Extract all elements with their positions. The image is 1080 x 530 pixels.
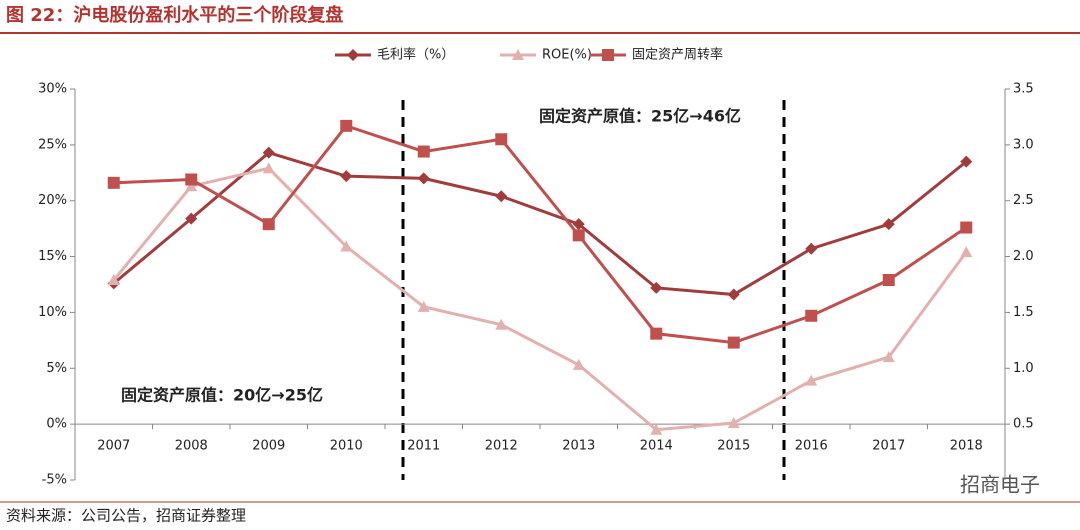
point bbox=[727, 336, 740, 349]
x-tick-label: 2008 bbox=[175, 439, 208, 454]
x-tick-label: 2012 bbox=[485, 439, 518, 454]
point bbox=[417, 300, 430, 312]
y-tick-label: 30% bbox=[38, 82, 67, 97]
point bbox=[185, 180, 198, 192]
point bbox=[495, 318, 508, 330]
point bbox=[495, 190, 508, 203]
x-tick-label: 2017 bbox=[872, 439, 905, 454]
point bbox=[602, 49, 614, 61]
x-tick-label: 2010 bbox=[330, 439, 363, 454]
x-tick-label: 2016 bbox=[795, 439, 828, 454]
y2-tick-label: 3.5 bbox=[1013, 82, 1034, 97]
point bbox=[572, 229, 585, 242]
y2-tick-label: 1.5 bbox=[1013, 305, 1034, 320]
point bbox=[512, 49, 524, 60]
y2-tick-label: 3.0 bbox=[1013, 137, 1034, 152]
point bbox=[340, 119, 353, 132]
y2-tick-label: 0.5 bbox=[1013, 417, 1034, 432]
x-tick-label: 2018 bbox=[950, 439, 983, 454]
x-tick-label: 2014 bbox=[640, 439, 673, 454]
point bbox=[882, 351, 895, 363]
point bbox=[882, 274, 895, 287]
point bbox=[262, 162, 275, 174]
y-tick-label: 10% bbox=[38, 305, 67, 320]
y-tick-label: 5% bbox=[46, 361, 67, 376]
source: 资料来源：公司公告，招商证券整理 bbox=[6, 507, 246, 525]
y-tick-label: 25% bbox=[38, 137, 67, 152]
y-tick-label: 20% bbox=[38, 193, 67, 208]
page-title: 图 22：沪电股份盈利水平的三个阶段复盘 bbox=[6, 4, 343, 26]
point bbox=[262, 146, 275, 159]
point bbox=[650, 281, 663, 294]
point bbox=[340, 170, 353, 183]
point bbox=[107, 274, 120, 286]
y2-tick-label: 2.0 bbox=[1013, 249, 1034, 264]
point bbox=[572, 218, 585, 231]
legend-label: 固定资产周转率 bbox=[632, 47, 723, 63]
point bbox=[960, 221, 973, 234]
line bbox=[112, 166, 968, 432]
point bbox=[805, 309, 818, 322]
legend-label: 毛利率（%） bbox=[377, 47, 454, 63]
legend-label: ROE(%) bbox=[542, 48, 592, 63]
line bbox=[113, 124, 968, 345]
point bbox=[727, 288, 740, 301]
y-tick-label: -5% bbox=[42, 473, 67, 488]
point bbox=[572, 358, 585, 370]
point bbox=[960, 155, 973, 168]
point bbox=[262, 218, 275, 231]
point bbox=[727, 417, 740, 429]
point bbox=[185, 212, 198, 225]
point bbox=[185, 173, 198, 186]
x-tick-label: 2009 bbox=[252, 439, 285, 454]
point bbox=[805, 374, 818, 386]
y2-tick-label: 1.0 bbox=[1013, 361, 1034, 376]
point bbox=[882, 218, 895, 231]
annotation: 固定资产原值：20亿→25亿 bbox=[121, 386, 323, 405]
point bbox=[495, 133, 508, 146]
watermark: 招商电子 bbox=[960, 473, 1040, 497]
x-tick-label: 2015 bbox=[717, 439, 750, 454]
x-tick-label: 2013 bbox=[562, 439, 595, 454]
point bbox=[417, 172, 430, 185]
point bbox=[340, 240, 353, 252]
point bbox=[417, 145, 430, 158]
y2-tick-label: 2.5 bbox=[1013, 193, 1034, 208]
point bbox=[347, 49, 359, 61]
point bbox=[960, 246, 973, 258]
point bbox=[805, 242, 818, 255]
x-tick-label: 2011 bbox=[407, 439, 440, 454]
y-tick-label: 0% bbox=[46, 417, 67, 432]
x-tick-label: 2007 bbox=[97, 439, 130, 454]
point bbox=[107, 176, 120, 189]
annotation: 固定资产原值：25亿→46亿 bbox=[539, 107, 741, 126]
y-tick-label: 15% bbox=[38, 249, 67, 264]
point bbox=[650, 327, 663, 340]
point bbox=[650, 423, 663, 435]
line bbox=[112, 151, 968, 297]
